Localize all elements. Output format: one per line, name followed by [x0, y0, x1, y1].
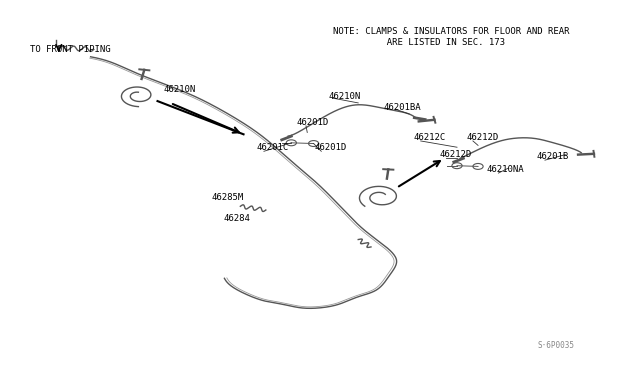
Text: 46212D: 46212D — [467, 133, 499, 142]
Text: 46285M: 46285M — [212, 193, 244, 202]
Text: 46201C: 46201C — [256, 143, 289, 152]
Text: 46284: 46284 — [223, 214, 250, 223]
Text: S·6P0035: S·6P0035 — [538, 341, 575, 350]
Text: 46212C: 46212C — [413, 133, 446, 142]
Text: 46210N: 46210N — [164, 85, 196, 94]
Text: 46210N: 46210N — [328, 92, 360, 101]
Text: 46201D: 46201D — [315, 143, 347, 152]
Text: 46201D: 46201D — [296, 118, 329, 127]
Text: NOTE: CLAMPS & INSULATORS FOR FLOOR AND REAR
          ARE LISTED IN SEC. 173: NOTE: CLAMPS & INSULATORS FOR FLOOR AND … — [333, 27, 569, 46]
Text: 46210NA: 46210NA — [487, 165, 525, 174]
Text: 46201B: 46201B — [537, 153, 569, 161]
Text: 46212D: 46212D — [440, 150, 472, 159]
Text: TO FRONT PIPING: TO FRONT PIPING — [30, 45, 111, 54]
Text: 46201BA: 46201BA — [384, 103, 421, 112]
